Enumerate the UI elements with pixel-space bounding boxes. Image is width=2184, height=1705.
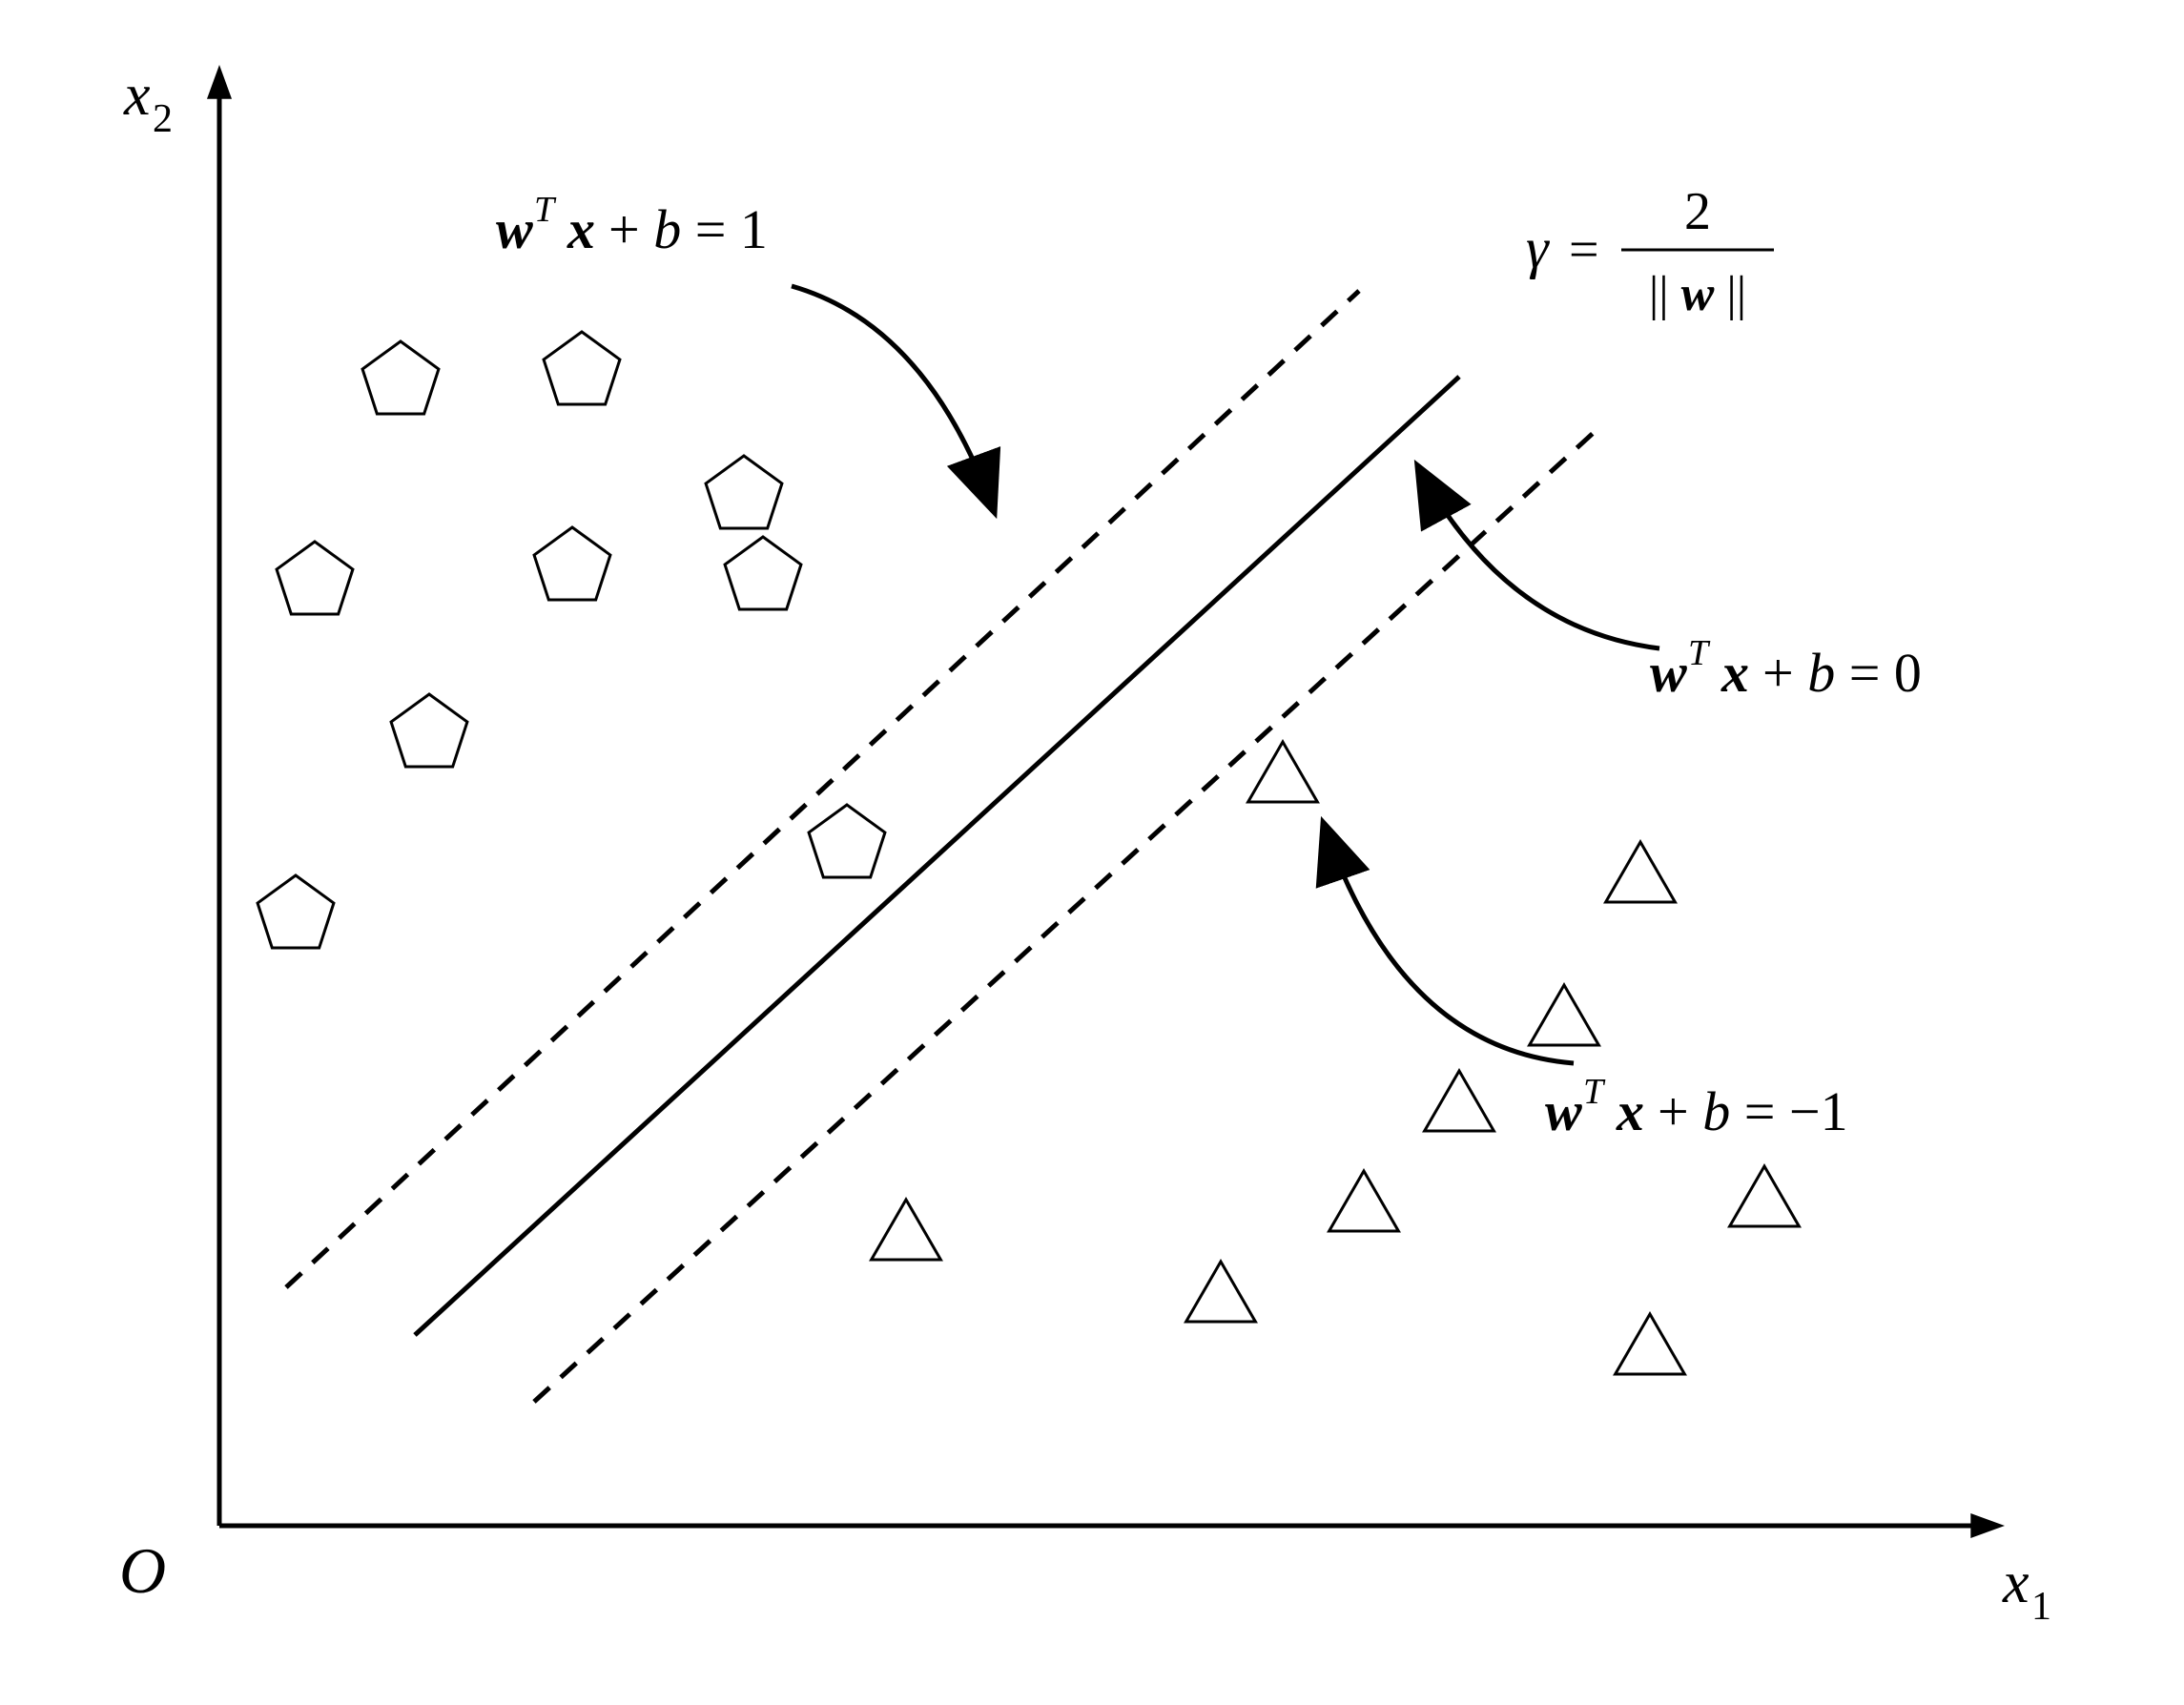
svg-text:w: w — [496, 198, 533, 260]
svg-text:T: T — [1688, 633, 1711, 673]
svg-text:w: w — [1650, 642, 1687, 704]
svg-text:γ: γ — [1526, 216, 1550, 279]
svg-text:+ b = −1: + b = −1 — [1658, 1080, 1848, 1142]
svg-text:x: x — [567, 198, 595, 260]
svg-text:x: x — [1616, 1080, 1644, 1142]
svg-text:T: T — [534, 190, 557, 230]
svg-text:1: 1 — [2031, 1585, 2051, 1629]
svg-text:x: x — [2002, 1551, 2029, 1615]
svg-text:x: x — [1720, 642, 1749, 704]
diagram-svg: x1x2OwTx + b = 1wTx + b = 0wTx + b = −1γ… — [0, 0, 2184, 1705]
svg-text:+ b = 1: + b = 1 — [608, 198, 768, 260]
svg-text:2: 2 — [1684, 182, 1711, 241]
svg-text:2: 2 — [153, 97, 173, 141]
svg-text:|| w ||: || w || — [1649, 267, 1746, 321]
svg-text:=: = — [1569, 220, 1599, 279]
svg-text:T: T — [1583, 1072, 1606, 1112]
svm-diagram: x1x2OwTx + b = 1wTx + b = 0wTx + b = −1γ… — [0, 0, 2184, 1705]
svg-text:O: O — [119, 1534, 166, 1607]
svg-text:w: w — [1545, 1080, 1582, 1142]
svg-text:x: x — [123, 63, 151, 128]
svg-text:+ b = 0: + b = 0 — [1762, 642, 1922, 704]
